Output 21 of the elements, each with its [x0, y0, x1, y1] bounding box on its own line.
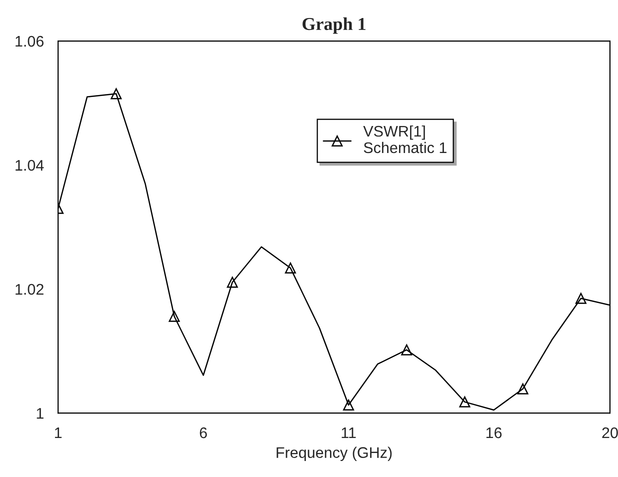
y-tick-label: 1.06 [16, 36, 44, 47]
x-tick-label: 20 [602, 427, 618, 438]
point [284, 262, 296, 274]
x-tick-label: 16 [486, 427, 502, 438]
point [517, 383, 528, 394]
point [343, 400, 354, 411]
point [168, 310, 180, 322]
y-tick-label: 1.04 [16, 160, 44, 171]
point [110, 88, 122, 100]
x-axis-title: Frequency (GHz) [276, 446, 392, 462]
legend-label: VSWR[1] Schematic 1 [363, 125, 446, 154]
x-tick-label: 1 [55, 428, 62, 438]
x-tick-label: 6 [200, 427, 207, 438]
point [401, 344, 412, 356]
y-tick-label: 1 [36, 408, 44, 419]
chart-title: Graph 1 [302, 17, 366, 34]
point [459, 396, 470, 408]
x-tick-label: 11 [342, 428, 356, 438]
point [575, 292, 586, 304]
point [226, 276, 238, 288]
y-tick-label: 1.02 [16, 284, 44, 295]
